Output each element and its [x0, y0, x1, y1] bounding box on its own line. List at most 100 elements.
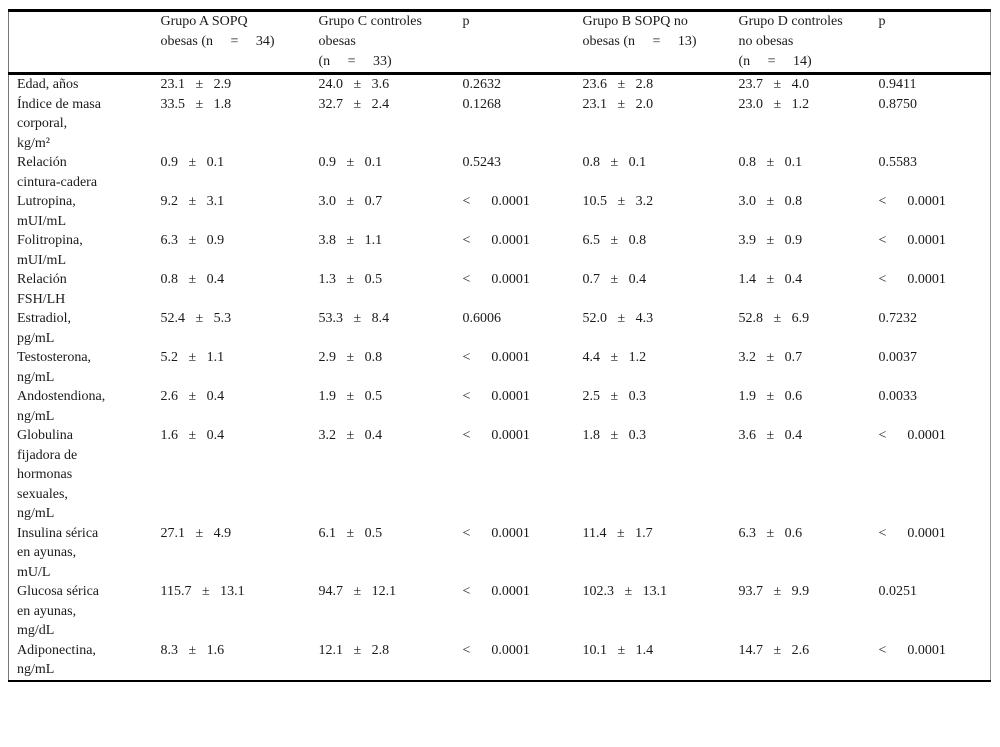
value-group-c: 3.2 ± 0.4	[318, 428, 383, 443]
row-label: Adiponectina, ng/mL	[17, 642, 96, 678]
value-group-d: 0.8 ± 0.1	[738, 155, 803, 170]
p-value-right: < 0.0001	[878, 233, 946, 248]
header-empty	[8, 10, 161, 75]
p-value-left: < 0.0001	[462, 272, 530, 287]
table-row: Adiponectina, ng/mL 8.3 ± 1.6 12.1 ± 2.8…	[9, 641, 991, 681]
value-group-a: 27.1 ± 4.9	[160, 525, 232, 541]
value-group-a: 23.1 ± 2.9	[160, 77, 232, 92]
value-group-c: 3.0 ± 0.7	[318, 194, 383, 209]
header-p-right: p	[878, 10, 991, 75]
p-value-right: < 0.0001	[878, 194, 946, 209]
row-label: Relación FSH/LH	[17, 272, 67, 307]
value-group-d: 3.6 ± 0.4	[738, 428, 803, 443]
p-value-right: 0.8750	[878, 96, 918, 112]
p-value-right: 0.7232	[878, 311, 918, 326]
value-group-a: 0.9 ± 0.1	[160, 155, 225, 170]
row-label: Globulina fijadora de hormonas sexuales,…	[17, 428, 78, 521]
p-value-left: 0.1268	[462, 96, 502, 112]
table-row: Folitropina, mUI/mL 6.3 ± 0.9 3.8 ± 1.1 …	[9, 231, 991, 270]
value-group-d: 93.7 ± 9.9	[738, 584, 810, 599]
p-value-right: 0.5583	[878, 155, 918, 170]
value-group-c: 94.7 ± 12.1	[318, 584, 397, 599]
value-group-d: 3.0 ± 0.8	[738, 194, 803, 209]
value-group-d: 1.4 ± 0.4	[738, 272, 803, 287]
header-group-b: Grupo B SOPQ no obesas (n = 13)	[582, 10, 739, 75]
p-value-right: < 0.0001	[878, 642, 946, 658]
value-group-c: 32.7 ± 2.4	[318, 96, 390, 112]
value-group-c: 1.9 ± 0.5	[318, 389, 383, 404]
table-header-row: Grupo A SOPQ obesas (n = 34) Grupo C con…	[8, 10, 991, 75]
row-label: Índice de masa corporal, kg/m²	[17, 96, 101, 151]
p-value-left: 0.5243	[462, 155, 502, 170]
value-group-b: 10.1 ± 1.4	[582, 642, 654, 658]
row-label: Insulina sérica en ayunas, mU/L	[17, 525, 99, 580]
p-value-right: 0.0037	[878, 350, 918, 365]
value-group-d: 14.7 ± 2.6	[738, 642, 810, 658]
p-value-right: 0.0251	[878, 584, 918, 599]
value-group-b: 2.5 ± 0.3	[582, 389, 647, 404]
value-group-c: 24.0 ± 3.6	[318, 77, 390, 92]
table-row: Relación cintura-cadera 0.9 ± 0.1 0.9 ± …	[9, 153, 991, 192]
table-row: Andostendiona, ng/mL 2.6 ± 0.4 1.9 ± 0.5…	[9, 387, 991, 426]
value-group-d: 3.2 ± 0.7	[738, 350, 803, 365]
header-group-c: Grupo C controles obesas (n = 33)	[318, 10, 463, 75]
table-row: Edad, años 23.1 ± 2.9 24.0 ± 3.6 0.2632 …	[9, 74, 991, 95]
value-group-d: 52.8 ± 6.9	[738, 311, 810, 326]
p-value-right: 0.0033	[878, 389, 918, 404]
value-group-b: 23.1 ± 2.0	[582, 96, 654, 112]
value-group-d: 23.0 ± 1.2	[738, 96, 810, 112]
value-group-b: 1.8 ± 0.3	[582, 428, 647, 443]
table-row: Estradiol, pg/mL 52.4 ± 5.3 53.3 ± 8.4 0…	[9, 309, 991, 348]
table-row: Insulina sérica en ayunas, mU/L 27.1 ± 4…	[9, 524, 991, 583]
p-value-left: < 0.0001	[462, 428, 530, 443]
value-group-c: 53.3 ± 8.4	[318, 311, 390, 326]
value-group-c: 0.9 ± 0.1	[318, 155, 383, 170]
value-group-c: 2.9 ± 0.8	[318, 350, 383, 365]
p-value-left: 0.6006	[462, 311, 502, 326]
p-value-right: 0.9411	[878, 77, 917, 92]
value-group-d: 6.3 ± 0.6	[738, 525, 803, 541]
value-group-a: 52.4 ± 5.3	[160, 311, 232, 326]
value-group-d: 3.9 ± 0.9	[738, 233, 803, 248]
value-group-d: 1.9 ± 0.6	[738, 389, 803, 404]
value-group-b: 23.6 ± 2.8	[582, 77, 654, 92]
value-group-d: 23.7 ± 4.0	[738, 77, 810, 92]
header-group-d: Grupo D controles no obesas (n = 14)	[738, 10, 879, 75]
value-group-b: 52.0 ± 4.3	[582, 311, 654, 326]
value-group-c: 6.1 ± 0.5	[318, 525, 383, 541]
p-value-right: < 0.0001	[878, 525, 946, 541]
value-group-a: 33.5 ± 1.8	[160, 96, 232, 112]
p-value-left: < 0.0001	[462, 525, 530, 541]
table-row: Lutropina, mUI/mL 9.2 ± 3.1 3.0 ± 0.7 < …	[9, 192, 991, 231]
p-value-left: 0.2632	[462, 77, 502, 92]
table-row: Testosterona, ng/mL 5.2 ± 1.1 2.9 ± 0.8 …	[9, 348, 991, 387]
header-group-a: Grupo A SOPQ obesas (n = 34)	[160, 10, 319, 75]
value-group-b: 0.7 ± 0.4	[582, 272, 647, 287]
value-group-a: 115.7 ± 13.1	[160, 584, 245, 599]
p-value-left: < 0.0001	[462, 584, 530, 599]
table-row: Índice de masa corporal, kg/m² 33.5 ± 1.…	[9, 95, 991, 154]
value-group-b: 102.3 ± 13.1	[582, 584, 668, 599]
p-value-right: < 0.0001	[878, 272, 946, 287]
value-group-a: 5.2 ± 1.1	[160, 350, 225, 365]
value-group-b: 10.5 ± 3.2	[582, 194, 654, 209]
value-group-c: 3.8 ± 1.1	[318, 233, 383, 248]
value-group-b: 6.5 ± 0.8	[582, 233, 647, 248]
row-label: Lutropina, mUI/mL	[17, 194, 76, 229]
value-group-b: 4.4 ± 1.2	[582, 350, 647, 365]
value-group-a: 2.6 ± 0.4	[160, 389, 225, 404]
row-label: Estradiol, pg/mL	[17, 311, 72, 346]
header-p-left: p	[462, 10, 583, 75]
value-group-a: 1.6 ± 0.4	[160, 428, 225, 443]
value-group-c: 1.3 ± 0.5	[318, 272, 383, 287]
p-value-left: < 0.0001	[462, 350, 530, 365]
p-value-left: < 0.0001	[462, 389, 530, 404]
row-label: Andostendiona, ng/mL	[17, 389, 106, 424]
table-row: Relación FSH/LH 0.8 ± 0.4 1.3 ± 0.5 < 0.…	[9, 270, 991, 309]
comparison-table: Grupo A SOPQ obesas (n = 34) Grupo C con…	[8, 9, 991, 682]
value-group-b: 0.8 ± 0.1	[582, 155, 647, 170]
value-group-a: 9.2 ± 3.1	[160, 194, 225, 209]
value-group-c: 12.1 ± 2.8	[318, 642, 390, 658]
p-value-left: < 0.0001	[462, 642, 530, 658]
